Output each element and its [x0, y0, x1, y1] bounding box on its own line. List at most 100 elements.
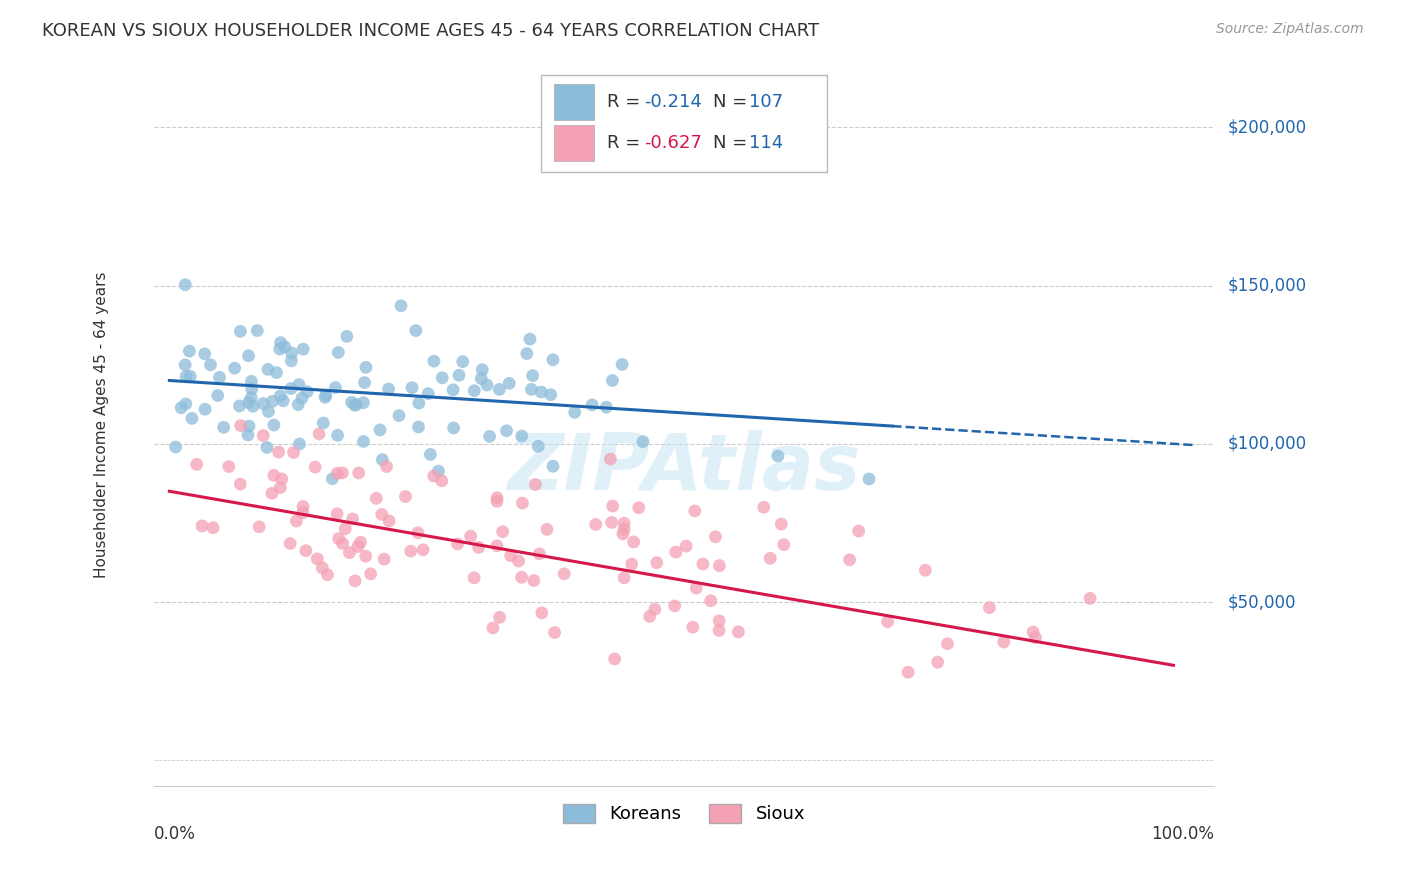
Point	[530, 606, 553, 620]
Text: $150,000: $150,000	[1227, 277, 1306, 294]
Point	[399, 544, 422, 558]
Point	[316, 567, 339, 582]
Point	[291, 391, 314, 405]
Text: R =: R =	[606, 135, 645, 153]
Point	[371, 508, 394, 522]
Point	[332, 536, 354, 550]
FancyBboxPatch shape	[541, 75, 827, 172]
Point	[423, 354, 446, 368]
Point	[194, 402, 217, 417]
Text: Source: ZipAtlas.com: Source: ZipAtlas.com	[1216, 22, 1364, 37]
Point	[485, 539, 508, 553]
Point	[291, 506, 314, 520]
Point	[368, 423, 391, 437]
FancyBboxPatch shape	[554, 84, 593, 120]
Point	[191, 519, 214, 533]
Text: $100,000: $100,000	[1227, 434, 1306, 453]
Point	[564, 405, 586, 419]
Point	[704, 530, 727, 544]
Point	[352, 395, 374, 409]
Point	[492, 524, 515, 539]
Point	[699, 593, 721, 607]
Text: ZIPAtlas: ZIPAtlas	[508, 430, 860, 506]
Point	[595, 401, 617, 415]
Point	[498, 376, 520, 391]
Text: 0.0%: 0.0%	[155, 825, 197, 843]
Point	[759, 551, 782, 566]
Point	[394, 490, 416, 504]
Point	[328, 345, 350, 359]
Point	[292, 500, 315, 514]
Point	[238, 395, 260, 409]
Point	[174, 358, 197, 372]
Point	[430, 474, 453, 488]
Text: 100.0%: 100.0%	[1150, 825, 1213, 843]
Point	[266, 366, 288, 380]
Point	[600, 516, 623, 530]
Text: -0.214: -0.214	[644, 94, 702, 112]
Point	[238, 419, 260, 434]
Point	[328, 532, 350, 546]
Point	[207, 388, 229, 402]
Point	[838, 553, 860, 567]
Point	[360, 566, 382, 581]
Text: N =: N =	[713, 135, 752, 153]
Point	[194, 347, 217, 361]
Point	[623, 535, 645, 549]
Point	[876, 615, 898, 629]
Point	[270, 472, 292, 486]
Point	[202, 521, 225, 535]
Point	[446, 537, 468, 551]
Point	[463, 571, 485, 585]
Point	[326, 507, 349, 521]
Point	[262, 394, 284, 409]
Text: 107: 107	[748, 94, 783, 112]
Point	[512, 496, 534, 510]
Point	[263, 468, 285, 483]
Point	[229, 477, 252, 491]
Point	[295, 543, 318, 558]
Point	[229, 418, 252, 433]
Point	[304, 460, 326, 475]
Point	[979, 600, 1001, 615]
Point	[278, 536, 301, 550]
Point	[238, 349, 260, 363]
Point	[335, 522, 357, 536]
Point	[685, 581, 707, 595]
Point	[273, 340, 295, 354]
Point	[522, 368, 544, 383]
Text: KOREAN VS SIOUX HOUSEHOLDER INCOME AGES 45 - 64 YEARS CORRELATION CHART: KOREAN VS SIOUX HOUSEHOLDER INCOME AGES …	[42, 22, 820, 40]
Point	[423, 469, 446, 483]
Point	[467, 541, 489, 555]
Point	[529, 547, 551, 561]
Text: N =: N =	[713, 94, 752, 112]
Point	[252, 396, 274, 410]
Point	[419, 447, 441, 461]
Point	[613, 522, 636, 536]
Point	[682, 620, 704, 634]
Point	[510, 570, 533, 584]
Point	[330, 466, 353, 480]
Point	[897, 665, 920, 680]
Point	[460, 529, 482, 543]
Point	[200, 358, 222, 372]
Point	[288, 377, 311, 392]
Point	[543, 625, 565, 640]
Point	[373, 552, 395, 566]
Point	[613, 516, 636, 531]
Point	[240, 382, 263, 396]
Point	[475, 378, 498, 392]
Point	[283, 445, 305, 459]
Point	[675, 539, 697, 553]
Point	[936, 637, 959, 651]
Point	[285, 514, 308, 528]
Point	[752, 500, 775, 515]
Point	[240, 375, 263, 389]
Point	[349, 535, 371, 549]
Point	[280, 353, 302, 368]
Point	[1022, 625, 1045, 640]
Point	[242, 399, 264, 413]
Text: Householder Income Ages 45 - 64 years: Householder Income Ages 45 - 64 years	[94, 271, 108, 578]
Point	[408, 396, 430, 410]
Point	[406, 525, 429, 540]
